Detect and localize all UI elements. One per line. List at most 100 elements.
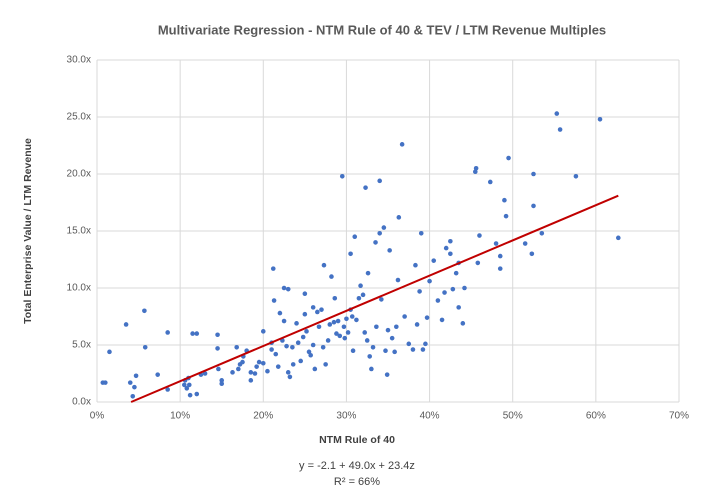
y-tick-label: 30.0x — [67, 55, 91, 66]
data-point — [216, 366, 221, 372]
data-point — [448, 251, 453, 257]
data-point — [281, 285, 287, 291]
data-point — [370, 344, 376, 350]
data-point — [453, 270, 459, 276]
data-point — [186, 382, 192, 388]
data-point — [269, 347, 274, 352]
data-point — [358, 283, 363, 289]
data-point — [396, 215, 402, 220]
data-point — [302, 291, 308, 297]
data-point — [349, 314, 355, 319]
data-point — [377, 230, 382, 236]
data-point — [497, 253, 503, 259]
data-point — [423, 341, 428, 347]
data-point — [557, 127, 563, 132]
data-point — [402, 314, 407, 319]
data-point — [315, 309, 320, 315]
data-point — [487, 179, 493, 185]
x-tick-label: 10% — [170, 411, 190, 422]
data-point — [341, 324, 347, 330]
data-point — [443, 245, 449, 251]
data-point — [410, 347, 416, 352]
data-point — [290, 362, 296, 367]
data-point — [414, 322, 420, 327]
x-tick-label: 60% — [586, 411, 606, 422]
data-point — [522, 241, 528, 246]
data-point — [531, 203, 536, 209]
data-point — [493, 241, 499, 246]
data-point — [254, 364, 259, 369]
data-point — [302, 311, 308, 317]
data-point — [374, 324, 379, 330]
data-point — [554, 111, 560, 116]
data-point — [392, 349, 397, 355]
data-point — [215, 346, 220, 351]
data-point — [325, 338, 331, 343]
y-tick-label: 15.0x — [67, 226, 91, 237]
data-point — [424, 315, 430, 320]
data-point — [273, 351, 279, 357]
data-point — [506, 155, 511, 161]
data-point — [384, 372, 390, 377]
data-point — [103, 380, 108, 385]
data-point — [379, 297, 384, 302]
data-point — [367, 354, 373, 359]
data-point — [365, 270, 371, 276]
data-point — [431, 258, 437, 263]
data-point — [427, 278, 432, 284]
data-point — [165, 330, 170, 335]
x-tick-label: 0% — [90, 411, 105, 422]
data-point — [356, 295, 362, 301]
data-point — [503, 213, 509, 219]
data-point — [475, 260, 481, 266]
data-point — [316, 324, 322, 330]
y-tick-label: 20.0x — [67, 169, 91, 180]
data-point — [270, 266, 276, 271]
data-point — [248, 370, 254, 375]
data-point — [354, 317, 359, 323]
data-point — [339, 173, 345, 179]
data-point — [260, 329, 266, 334]
data-point — [308, 352, 313, 358]
data-point — [350, 348, 356, 354]
data-point — [573, 173, 579, 179]
data-point — [321, 262, 327, 268]
data-point — [502, 197, 507, 203]
data-point — [298, 358, 304, 364]
data-point — [473, 166, 479, 171]
data-point — [597, 116, 603, 122]
data-point — [184, 386, 190, 391]
data-point — [130, 394, 136, 399]
data-point — [265, 368, 270, 374]
data-point — [219, 378, 225, 383]
data-point — [294, 321, 299, 326]
data-point — [389, 335, 395, 341]
data-point — [275, 364, 281, 369]
data-point — [285, 286, 291, 292]
x-tick-label: 70% — [669, 411, 689, 422]
data-point — [373, 240, 378, 245]
data-point — [462, 285, 467, 291]
data-point — [413, 262, 418, 268]
data-point — [362, 330, 368, 335]
data-point — [399, 142, 405, 147]
data-point — [190, 331, 195, 336]
data-point — [352, 234, 358, 239]
data-point — [418, 230, 424, 236]
data-point — [387, 248, 392, 253]
data-point — [529, 251, 535, 257]
data-point — [240, 359, 245, 365]
data-point — [395, 277, 401, 283]
data-point — [310, 305, 316, 310]
r-squared: R² = 66% — [334, 476, 380, 488]
data-point — [377, 178, 382, 184]
data-point — [383, 348, 388, 354]
data-point — [236, 366, 241, 372]
data-point — [304, 329, 309, 334]
data-point — [442, 290, 447, 295]
data-point — [155, 372, 160, 377]
data-point — [385, 327, 391, 333]
data-point — [420, 347, 426, 352]
x-tick-label: 40% — [420, 411, 440, 422]
